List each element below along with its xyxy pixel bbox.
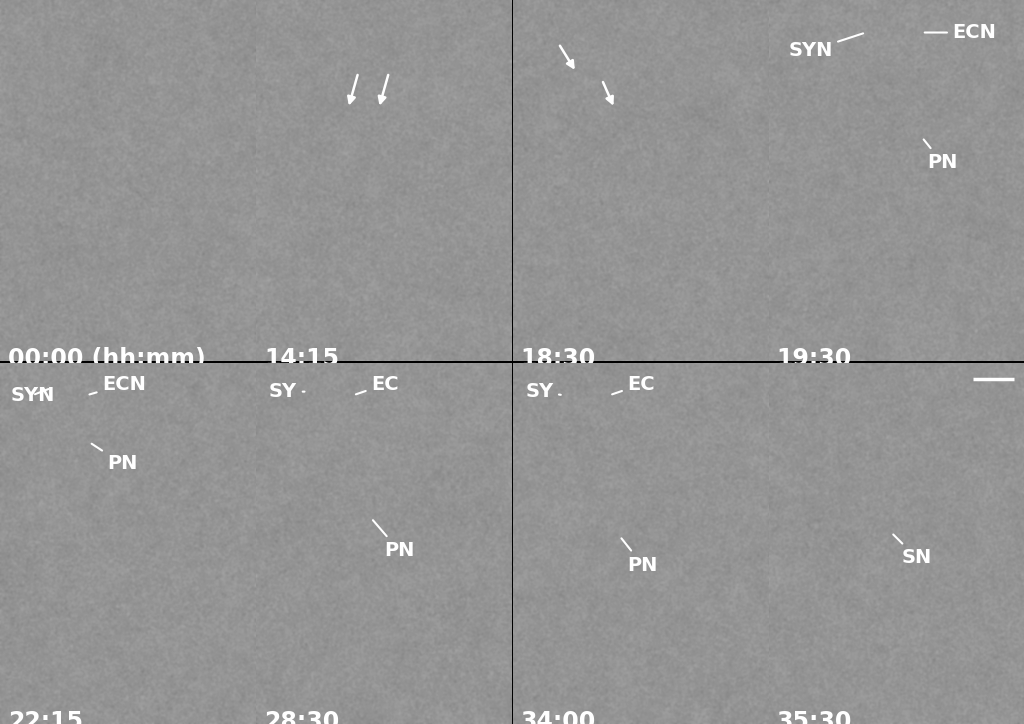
Text: 00:00 (hh:mm): 00:00 (hh:mm) (7, 347, 206, 371)
Text: 34:00: 34:00 (520, 710, 595, 724)
Text: ECN: ECN (925, 23, 996, 42)
Text: EC: EC (612, 375, 655, 395)
Text: EC: EC (356, 375, 398, 395)
Text: SY: SY (269, 382, 304, 401)
Text: 35:30: 35:30 (776, 710, 852, 724)
Text: PN: PN (92, 444, 137, 473)
Text: 19:30: 19:30 (776, 347, 852, 371)
Text: PN: PN (622, 539, 657, 575)
Text: 22:15: 22:15 (7, 710, 83, 724)
Text: SN: SN (893, 534, 932, 568)
Text: PN: PN (373, 520, 415, 560)
Text: 28:30: 28:30 (264, 710, 339, 724)
Text: PN: PN (924, 140, 957, 172)
Text: SY: SY (525, 382, 561, 401)
Text: SYN: SYN (788, 33, 863, 60)
Text: 14:15: 14:15 (264, 347, 339, 371)
Text: 18:30: 18:30 (520, 347, 595, 371)
Text: SYN: SYN (10, 386, 54, 405)
Text: ECN: ECN (89, 375, 146, 395)
